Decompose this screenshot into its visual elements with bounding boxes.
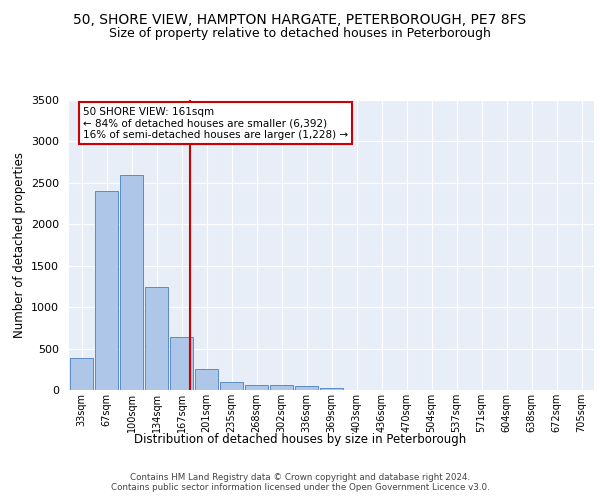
Bar	[245, 385, 268, 390]
Text: Size of property relative to detached houses in Peterborough: Size of property relative to detached ho…	[109, 28, 491, 40]
Text: 50, SHORE VIEW, HAMPTON HARGATE, PETERBOROUGH, PE7 8FS: 50, SHORE VIEW, HAMPTON HARGATE, PETERBO…	[73, 12, 527, 26]
Bar	[120, 174, 143, 390]
Bar	[70, 358, 93, 390]
Text: Contains HM Land Registry data © Crown copyright and database right 2024.
Contai: Contains HM Land Registry data © Crown c…	[110, 472, 490, 492]
Bar	[270, 386, 293, 390]
Bar	[295, 386, 318, 390]
Bar	[170, 337, 193, 390]
Text: 50 SHORE VIEW: 161sqm
← 84% of detached houses are smaller (6,392)
16% of semi-d: 50 SHORE VIEW: 161sqm ← 84% of detached …	[83, 106, 348, 140]
Bar	[195, 369, 218, 390]
Bar	[95, 191, 118, 390]
Text: Distribution of detached houses by size in Peterborough: Distribution of detached houses by size …	[134, 432, 466, 446]
Bar	[220, 382, 243, 390]
Bar	[145, 288, 168, 390]
Bar	[320, 388, 343, 390]
Y-axis label: Number of detached properties: Number of detached properties	[13, 152, 26, 338]
